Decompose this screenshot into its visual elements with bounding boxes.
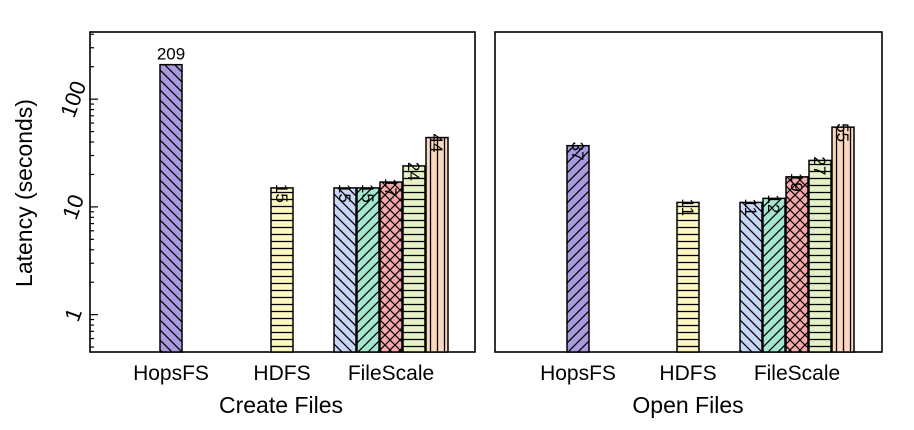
bar-hatch bbox=[333, 187, 357, 353]
bar-value-label: 12 bbox=[764, 194, 783, 213]
bar-hatch bbox=[159, 63, 183, 353]
bar-hatch bbox=[425, 136, 449, 353]
bar-hatch bbox=[762, 197, 786, 353]
bar-filescale bbox=[785, 176, 809, 353]
panel-title-create-files: Create Files bbox=[219, 392, 343, 418]
y-tick-label: 10 bbox=[57, 191, 89, 223]
bar-value-label: 44 bbox=[427, 134, 446, 153]
bar-hatch bbox=[379, 181, 403, 353]
y-tick-label: 1 bbox=[59, 305, 87, 325]
bar-filescale bbox=[333, 187, 357, 353]
bar-value-label: 24 bbox=[404, 162, 423, 181]
bar-hatch bbox=[831, 126, 855, 353]
x-category-label: HopsFS bbox=[133, 362, 209, 385]
bar-filescale bbox=[379, 181, 403, 353]
bar-hatch bbox=[270, 187, 294, 353]
bar-filescale bbox=[402, 165, 426, 353]
x-category-label: HDFS bbox=[659, 362, 716, 385]
bar-value-label: 37 bbox=[568, 142, 587, 161]
x-category-label: HDFS bbox=[253, 362, 310, 385]
bar-hatch bbox=[356, 187, 380, 353]
bar-hatch bbox=[566, 144, 590, 353]
bar-value-label: 15 bbox=[272, 184, 291, 203]
bar-value-label: 55 bbox=[833, 123, 852, 142]
bar-value-label: 15 bbox=[335, 184, 354, 203]
bar-filescale bbox=[762, 197, 786, 353]
bar-hatch bbox=[739, 201, 763, 353]
bar-hatch bbox=[676, 201, 700, 353]
x-category-label: HopsFS bbox=[540, 362, 616, 385]
x-category-label: FileScale bbox=[754, 362, 840, 385]
bar-value-label: 15 bbox=[358, 184, 377, 203]
bar-filescale bbox=[425, 136, 449, 353]
bar-value-label: 209 bbox=[157, 45, 185, 64]
bar-hatch bbox=[808, 159, 832, 353]
bar-hatch bbox=[785, 176, 809, 353]
x-category-label: FileScale bbox=[348, 362, 434, 385]
bar-value-label: 27 bbox=[810, 156, 829, 175]
panel-title-open-files: Open Files bbox=[632, 392, 743, 418]
bar-hatch bbox=[402, 165, 426, 353]
bar-hdfs bbox=[676, 201, 700, 353]
bar-hopsfs bbox=[159, 63, 183, 353]
bar-filescale bbox=[739, 201, 763, 353]
y-axis-label: Latency (seconds) bbox=[11, 99, 37, 287]
bar-filescale bbox=[356, 187, 380, 353]
bar-value-label: 17 bbox=[381, 178, 400, 197]
bar-hopsfs bbox=[566, 144, 590, 353]
bar-value-label: 19 bbox=[787, 173, 806, 192]
bar-value-label: 11 bbox=[678, 198, 697, 216]
bar-hdfs bbox=[270, 187, 294, 353]
bar-filescale bbox=[808, 159, 832, 353]
y-tick-label: 100 bbox=[55, 78, 91, 121]
bar-filescale bbox=[831, 126, 855, 353]
bar-value-label: 11 bbox=[741, 198, 760, 216]
